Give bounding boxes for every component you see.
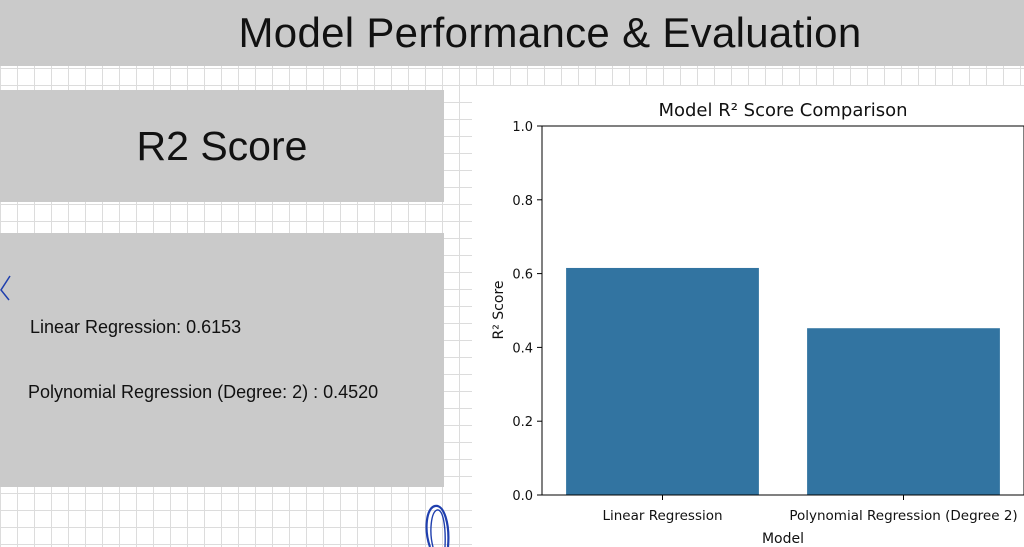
r2-heading: R2 Score xyxy=(136,122,308,169)
y-tick-label: 0.2 xyxy=(512,415,533,430)
bar xyxy=(807,328,1000,495)
plot-frame xyxy=(541,125,1024,496)
polynomial-score-text: Polynomial Regression (Degree: 2) : 0.45… xyxy=(28,382,379,402)
r2-heading-box: R2 Score xyxy=(0,90,444,202)
x-tick-label: Linear Regression xyxy=(602,508,722,524)
x-tick-label: Polynomial Regression (Degree 2) xyxy=(789,508,1017,524)
doodle-left-icon xyxy=(0,275,11,301)
chart-title: Model R² Score Comparison xyxy=(658,100,907,121)
r2-bar-chart: Model R² Score Comparison 0.0 0.2 0.4 0.6 0.… xyxy=(491,100,1024,547)
header-bar: Model Performance & Evaluation xyxy=(0,0,1024,66)
bar xyxy=(566,267,759,495)
y-tick-label: 0.6 xyxy=(512,268,533,283)
chart-panel: Model R² Score Comparison 0.0 0.2 0.4 0.6 0.… xyxy=(472,86,1024,547)
scores-panel: Linear Regression: 0.6153 Polynomial Reg… xyxy=(0,233,444,487)
linear-score-text: Linear Regression: 0.6153 xyxy=(30,317,242,337)
y-tick-label: 1.0 xyxy=(512,120,533,135)
y-tick-label: 0.0 xyxy=(512,489,533,504)
y-tick-label: 0.8 xyxy=(512,194,533,209)
x-axis-label: Model xyxy=(762,531,804,547)
doodle-loop-icon xyxy=(425,504,450,547)
y-tick-label: 0.4 xyxy=(512,341,533,356)
page-title: Model Performance & Evaluation xyxy=(238,9,862,56)
y-axis-label: R² Score xyxy=(491,280,507,339)
